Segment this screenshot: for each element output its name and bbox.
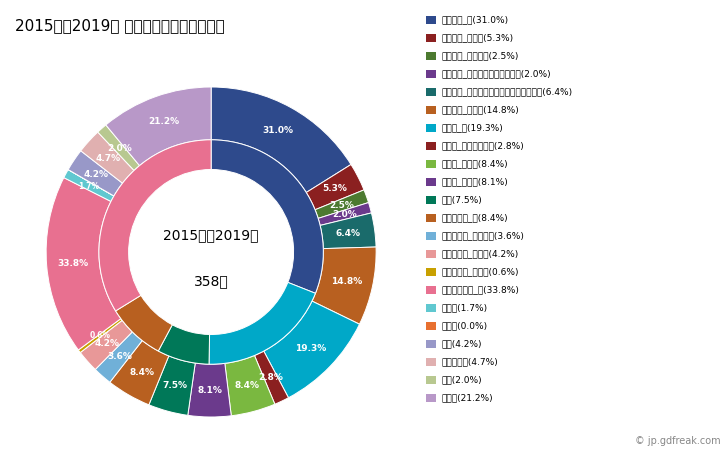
Text: 肺炎(7.5%): 肺炎(7.5%) (441, 195, 482, 204)
Text: 4.7%: 4.7% (96, 154, 121, 163)
Text: 19.3%: 19.3% (296, 344, 326, 353)
Text: 心疾患_計(19.3%): 心疾患_計(19.3%) (441, 123, 503, 132)
Text: 8.4%: 8.4% (234, 382, 259, 391)
Wedge shape (158, 325, 210, 364)
Text: 7.5%: 7.5% (162, 381, 187, 390)
Text: 肝疾患(1.7%): 肝疾患(1.7%) (441, 303, 487, 312)
Text: 2.0%: 2.0% (332, 210, 357, 219)
Wedge shape (68, 151, 122, 196)
Text: 悪性腫瘍_その他(14.8%): 悪性腫瘍_その他(14.8%) (441, 105, 519, 114)
Text: 2.8%: 2.8% (258, 373, 283, 382)
Text: 脳血管疾患_計(8.4%): 脳血管疾患_計(8.4%) (441, 213, 508, 222)
Text: 悪性腫瘍_大腸がん(2.5%): 悪性腫瘍_大腸がん(2.5%) (441, 51, 518, 60)
Text: 心疾患_その他(8.1%): 心疾患_その他(8.1%) (441, 177, 508, 186)
Text: 脳血管疾患_脳梗塞(4.2%): 脳血管疾患_脳梗塞(4.2%) (441, 249, 518, 258)
Text: © jp.gdfreak.com: © jp.gdfreak.com (635, 436, 721, 446)
Text: 4.2%: 4.2% (84, 170, 108, 179)
Wedge shape (149, 356, 195, 415)
Text: 悪性腫瘍_胃がん(5.3%): 悪性腫瘍_胃がん(5.3%) (441, 33, 513, 42)
Wedge shape (188, 363, 232, 417)
Text: 358人: 358人 (194, 274, 229, 289)
Text: 4.2%: 4.2% (95, 339, 120, 348)
Wedge shape (110, 341, 169, 405)
Text: 悪性腫瘍_計(31.0%): 悪性腫瘍_計(31.0%) (441, 15, 508, 24)
Text: 33.8%: 33.8% (58, 259, 89, 268)
Wedge shape (64, 170, 114, 202)
Text: 自殺(2.0%): 自殺(2.0%) (441, 375, 482, 384)
Text: 8.1%: 8.1% (197, 386, 222, 395)
Text: 6.4%: 6.4% (336, 229, 361, 238)
Text: 21.2%: 21.2% (149, 117, 180, 126)
Text: 0.6%: 0.6% (90, 331, 111, 340)
Wedge shape (116, 295, 173, 351)
Text: 2015年～2019年 御宿町の男性の死因構成: 2015年～2019年 御宿町の男性の死因構成 (15, 18, 224, 33)
Text: 2015年～2019年: 2015年～2019年 (163, 229, 259, 243)
Wedge shape (106, 87, 211, 166)
Text: 悪性腫瘍_気管がん・気管支がん・肺がん(6.4%): 悪性腫瘍_気管がん・気管支がん・肺がん(6.4%) (441, 87, 572, 96)
Text: 心疾患_急性心筋梗塞(2.8%): 心疾患_急性心筋梗塞(2.8%) (441, 141, 524, 150)
Text: 心疾患_心不全(8.4%): 心疾患_心不全(8.4%) (441, 159, 508, 168)
Text: 脳血管疾患_脳内出血(3.6%): 脳血管疾患_脳内出血(3.6%) (441, 231, 524, 240)
Wedge shape (79, 319, 122, 352)
Wedge shape (318, 202, 371, 225)
Text: 14.8%: 14.8% (331, 277, 363, 286)
Text: 3.6%: 3.6% (107, 352, 132, 361)
Text: 不慮の事故(4.7%): 不慮の事故(4.7%) (441, 357, 498, 366)
Text: 悪性腫瘍_肝がん・肝内胆管がん(2.0%): 悪性腫瘍_肝がん・肝内胆管がん(2.0%) (441, 69, 551, 78)
Text: その他(21.2%): その他(21.2%) (441, 393, 493, 402)
Wedge shape (312, 247, 376, 324)
Wedge shape (68, 170, 114, 196)
Wedge shape (46, 178, 121, 350)
Wedge shape (264, 301, 360, 398)
Wedge shape (211, 87, 351, 193)
Text: 31.0%: 31.0% (263, 126, 294, 135)
Wedge shape (320, 213, 376, 248)
Text: 腎不全(0.0%): 腎不全(0.0%) (441, 321, 487, 330)
Wedge shape (81, 132, 134, 183)
Wedge shape (211, 140, 323, 293)
Wedge shape (315, 190, 368, 218)
Text: 脳血管疾患_その他(0.6%): 脳血管疾患_その他(0.6%) (441, 267, 518, 276)
Wedge shape (99, 140, 211, 311)
Text: 老衰(4.2%): 老衰(4.2%) (441, 339, 482, 348)
Wedge shape (80, 320, 132, 369)
Wedge shape (225, 356, 275, 416)
Text: 1.7%: 1.7% (79, 182, 100, 191)
Wedge shape (98, 125, 140, 171)
Text: 2.0%: 2.0% (107, 144, 132, 153)
Wedge shape (95, 332, 142, 382)
Wedge shape (255, 351, 288, 404)
Wedge shape (209, 282, 315, 364)
Text: その他の死因_計(33.8%): その他の死因_計(33.8%) (441, 285, 519, 294)
Text: 5.3%: 5.3% (322, 184, 347, 194)
Wedge shape (306, 165, 364, 210)
Text: 8.4%: 8.4% (130, 368, 154, 377)
Text: 2.5%: 2.5% (329, 201, 354, 210)
